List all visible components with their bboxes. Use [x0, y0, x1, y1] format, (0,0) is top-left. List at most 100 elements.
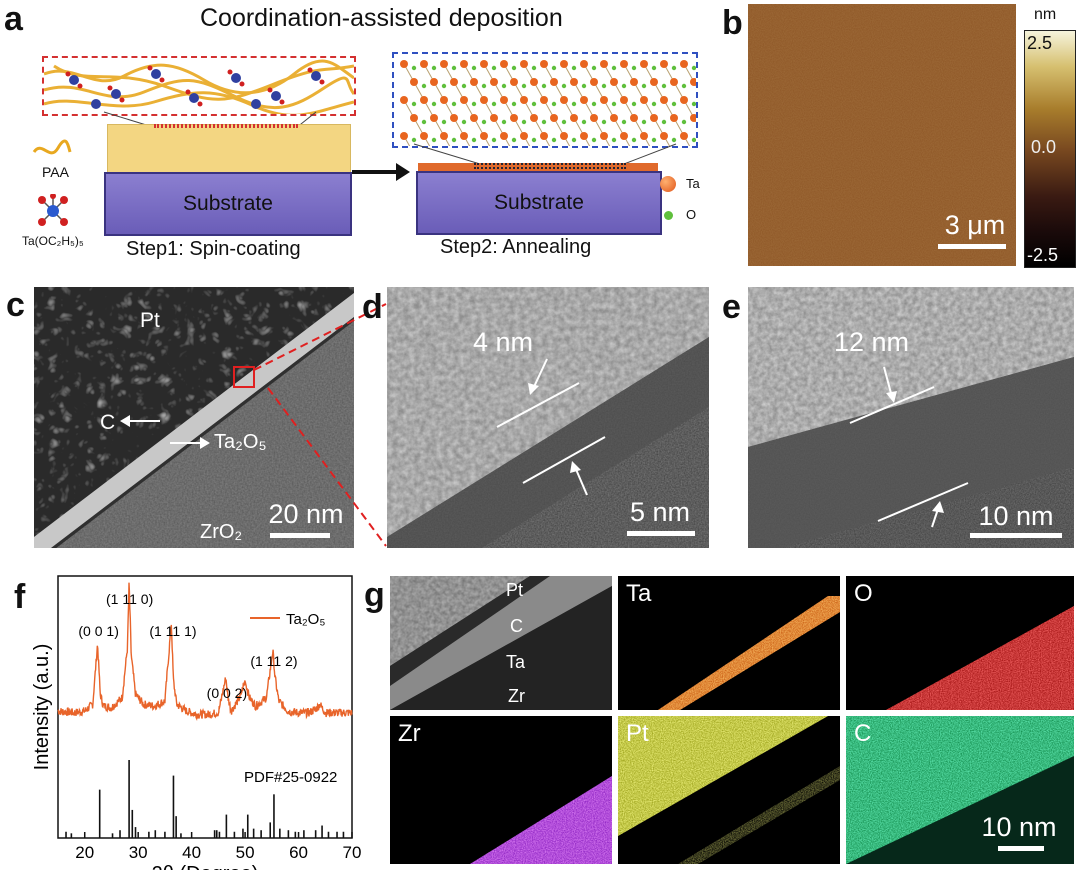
ta-atom — [500, 96, 508, 104]
o-atom — [411, 101, 417, 107]
o-atom — [491, 101, 497, 107]
eds-map-o: O — [846, 576, 1074, 710]
o-atom — [591, 137, 597, 143]
paa-network-illustration — [44, 59, 354, 114]
ta-atom — [410, 78, 418, 86]
o-atom — [691, 101, 696, 107]
o-atom — [671, 137, 677, 143]
thickness-label-d: 4 nm — [473, 327, 534, 357]
o-atom — [461, 83, 467, 89]
ta-atom — [470, 114, 478, 122]
ta-atom — [440, 96, 448, 104]
x-tick-label: 50 — [236, 843, 255, 862]
ta-atom — [470, 78, 478, 86]
o-atom — [691, 137, 696, 143]
film-selection-box — [154, 124, 298, 128]
peak-label: (1 11 1) — [149, 623, 196, 639]
o-atom — [501, 83, 507, 89]
o-atom — [531, 137, 537, 143]
eds-map-c: C 10 nm — [846, 716, 1074, 864]
o-atom — [611, 137, 617, 143]
eds-pt-label: Pt — [626, 720, 649, 747]
o-atom — [661, 83, 667, 89]
thickness-label-e: 12 nm — [834, 327, 910, 357]
ta-atom — [410, 114, 418, 122]
ta-atom — [590, 78, 598, 86]
colorbar-tick-mid: 0.0 — [1031, 137, 1057, 157]
ta-atom — [480, 132, 488, 140]
eds-scale-label: 10 nm — [981, 812, 1057, 842]
eds-map-pt: Pt — [618, 716, 840, 864]
ta-atom — [520, 96, 528, 104]
haadf-image: Pt C Ta Zr — [390, 576, 612, 710]
o-atom — [531, 65, 537, 71]
x-tick-label: 70 — [343, 843, 362, 862]
arrow-c-icon — [120, 415, 160, 427]
paa-network-inset — [42, 56, 356, 116]
paa-chain-icon — [32, 139, 72, 155]
tem-texture-e — [748, 287, 1074, 548]
peak-label: (1 11 0) — [106, 591, 153, 607]
o-atom — [621, 83, 627, 89]
o-atom — [571, 65, 577, 71]
o-atom — [511, 65, 517, 71]
o-atom — [461, 119, 467, 125]
o-atom — [661, 119, 667, 125]
ta-atom — [540, 60, 548, 68]
ta-atom — [490, 114, 498, 122]
o-atom — [561, 119, 567, 125]
ta-atom — [670, 78, 678, 86]
eds-map-zr: Zr — [390, 716, 612, 864]
ta-atom — [440, 60, 448, 68]
o-atom — [471, 65, 477, 71]
o-atom — [471, 101, 477, 107]
legend-ta: Ta — [686, 176, 700, 191]
substrate-left: Substrate — [104, 172, 352, 236]
o-atom — [671, 65, 677, 71]
ta-atom — [440, 132, 448, 140]
tem-image-d: 4 nm 5 nm — [387, 287, 709, 548]
eds-map-ta: Ta — [618, 576, 840, 710]
ta-atom — [550, 114, 558, 122]
o-atom — [551, 65, 557, 71]
x-tick-label: 40 — [182, 843, 201, 862]
ta-atom — [550, 78, 558, 86]
panel-g-letter: g — [364, 576, 385, 614]
ta-atom — [660, 60, 668, 68]
ta-atom — [660, 132, 668, 140]
o-atom — [641, 119, 647, 125]
o-atom — [411, 65, 417, 71]
step1-label: Step1: Spin-coating — [126, 238, 301, 260]
o-atom — [451, 65, 457, 71]
paa-film — [107, 124, 351, 174]
tem-texture-d — [387, 287, 709, 548]
eds-zr-label: Zr — [398, 720, 421, 747]
o-atom — [601, 119, 607, 125]
ta-atom — [620, 60, 628, 68]
film-selection-box-right — [474, 163, 626, 169]
peak-label: (1 11 2) — [250, 653, 297, 669]
eds-pt-texture — [618, 716, 840, 864]
o-atom — [651, 101, 657, 107]
ta-atom — [640, 60, 648, 68]
o-atom — [601, 83, 607, 89]
reference-label: PDF#25-0922 — [244, 769, 337, 786]
process-arrow-icon — [352, 163, 410, 181]
y-axis-label: Intensity (a.u.) — [31, 644, 53, 771]
zoom-guide-lines — [253, 303, 387, 547]
o-atom — [691, 65, 696, 71]
o-atom — [561, 83, 567, 89]
afm-texture — [748, 4, 1016, 266]
o-atom — [571, 137, 577, 143]
o-atom — [571, 101, 577, 107]
tem-e-scale-label: 10 nm — [978, 501, 1054, 531]
panel-a-letter: a — [4, 0, 23, 38]
ta-atom — [450, 114, 458, 122]
o-atom — [651, 137, 657, 143]
tem-c-scale-bar — [270, 533, 330, 538]
o-atom — [421, 119, 427, 125]
o-atom — [581, 83, 587, 89]
o-atom — [631, 137, 637, 143]
ta-atom — [510, 114, 518, 122]
ta-atom — [670, 114, 678, 122]
